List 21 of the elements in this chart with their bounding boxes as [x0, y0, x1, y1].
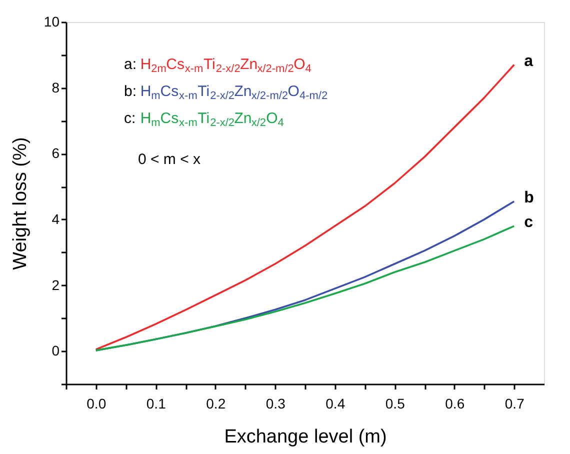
- x-tick-label: 0.3: [266, 396, 286, 412]
- x-tick-label: 0.2: [206, 396, 226, 412]
- x-axis-title: Exchange level (m): [224, 426, 387, 448]
- line-series: [94, 225, 516, 352]
- y-tick-label: 6: [52, 145, 60, 162]
- y-tick-label: 8: [52, 79, 60, 96]
- annotation: 0 < m < x: [138, 151, 202, 168]
- x-tick-label: 0.0: [86, 396, 106, 412]
- series-label: b: [524, 189, 534, 206]
- x-tick-label: 0.5: [385, 396, 406, 412]
- x-tick-label: 0.7: [504, 396, 525, 412]
- y-tick-label: 4: [52, 210, 60, 227]
- y-tick-label: 10: [44, 14, 60, 30]
- y-tick-label: 0: [52, 342, 60, 359]
- x-tick-label: 0.6: [445, 396, 465, 412]
- y-axis-title: Weight loss (%): [10, 137, 31, 270]
- x-tick-label: 0.1: [146, 396, 166, 412]
- series-label: a: [524, 52, 534, 70]
- x-tick-label: 0.4: [326, 396, 346, 412]
- series-label: c: [524, 214, 534, 232]
- y-tick-label: 2: [52, 276, 60, 293]
